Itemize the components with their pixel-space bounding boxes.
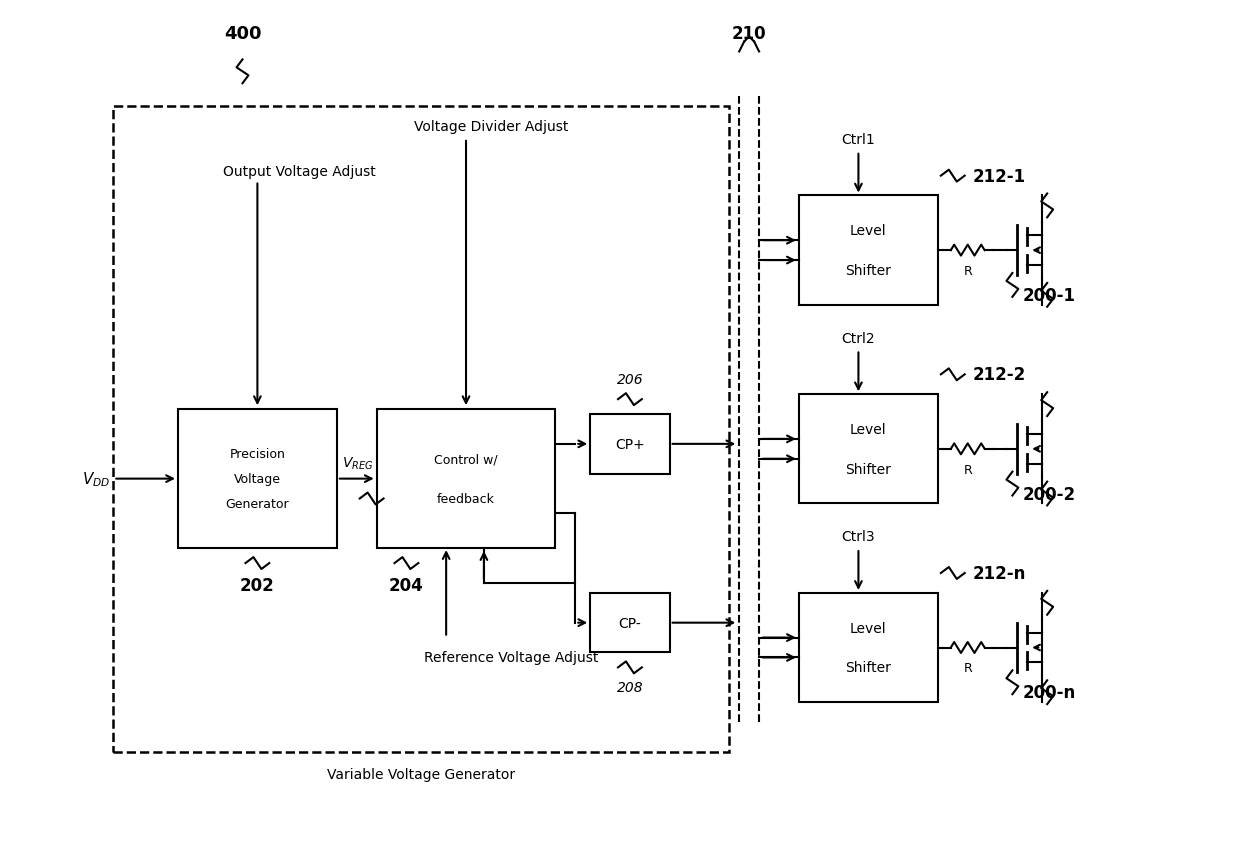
Bar: [177, 409, 337, 549]
Text: 212-n: 212-n: [972, 565, 1025, 582]
Text: 200-n: 200-n: [1022, 684, 1075, 701]
Text: R: R: [963, 265, 972, 278]
Text: Ctrl2: Ctrl2: [842, 331, 875, 345]
Text: Variable Voltage Generator: Variable Voltage Generator: [327, 767, 516, 781]
Bar: [590, 593, 670, 652]
Text: 212-1: 212-1: [972, 167, 1025, 186]
Text: Reference Voltage Adjust: Reference Voltage Adjust: [424, 651, 598, 665]
Bar: [799, 593, 937, 702]
Text: Shifter: Shifter: [846, 463, 892, 476]
Text: Precision: Precision: [229, 448, 285, 461]
Text: 208: 208: [616, 680, 644, 695]
Text: 210: 210: [732, 24, 766, 42]
Text: Control w/: Control w/: [434, 452, 497, 466]
Text: Level: Level: [851, 224, 887, 238]
Text: Shifter: Shifter: [846, 263, 892, 278]
Text: Ctrl3: Ctrl3: [842, 529, 875, 544]
Text: R: R: [963, 662, 972, 674]
Text: $V_{REG}$: $V_{REG}$: [342, 455, 373, 471]
Text: Voltage: Voltage: [234, 473, 281, 485]
Text: 204: 204: [389, 576, 424, 594]
Text: CP-: CP-: [619, 616, 641, 630]
Text: $V_{DD}$: $V_{DD}$: [82, 470, 110, 489]
Text: 202: 202: [241, 576, 275, 594]
Text: R: R: [963, 463, 972, 476]
Text: Level: Level: [851, 423, 887, 436]
Bar: [799, 395, 937, 504]
Bar: [590, 414, 670, 474]
Text: Level: Level: [851, 621, 887, 635]
Text: Output Voltage Adjust: Output Voltage Adjust: [223, 165, 376, 178]
Text: 206: 206: [616, 373, 644, 387]
Bar: [377, 409, 556, 549]
Bar: [113, 107, 729, 752]
Text: Ctrl1: Ctrl1: [842, 133, 875, 147]
Text: CP+: CP+: [615, 437, 645, 452]
Text: 212-2: 212-2: [972, 366, 1025, 384]
Text: Generator: Generator: [226, 497, 289, 511]
Bar: [799, 197, 937, 306]
Text: 400: 400: [223, 24, 262, 42]
Text: Voltage Divider Adjust: Voltage Divider Adjust: [414, 120, 568, 134]
Text: feedback: feedback: [436, 492, 495, 506]
Text: 200-1: 200-1: [1022, 286, 1075, 305]
Text: 200-2: 200-2: [1022, 485, 1075, 503]
Text: Shifter: Shifter: [846, 661, 892, 674]
